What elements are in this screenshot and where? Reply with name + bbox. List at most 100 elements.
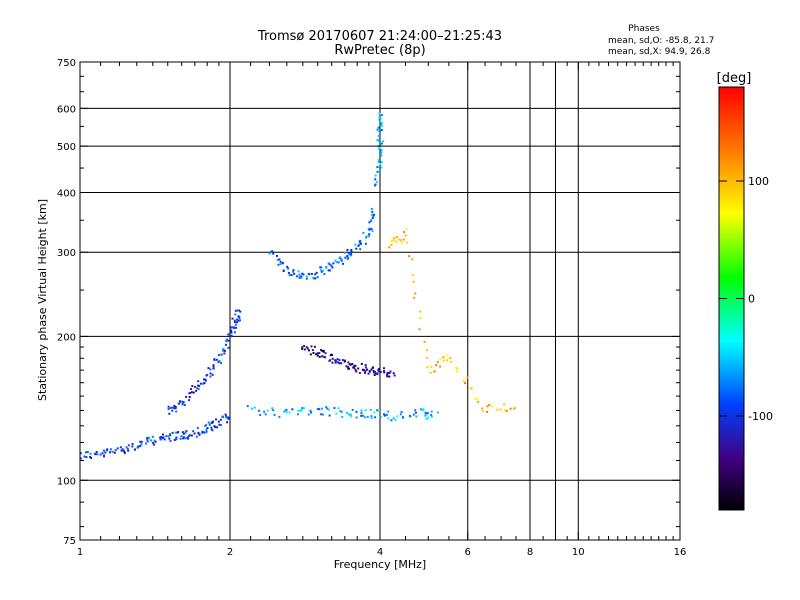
data-point bbox=[288, 274, 291, 277]
data-point bbox=[355, 410, 358, 413]
data-point bbox=[234, 309, 237, 312]
data-point bbox=[343, 360, 346, 363]
data-point bbox=[297, 413, 299, 416]
data-point bbox=[333, 407, 336, 409]
data-point bbox=[226, 338, 228, 341]
data-point bbox=[292, 269, 295, 272]
data-point bbox=[425, 417, 428, 420]
data-point bbox=[213, 358, 216, 361]
data-point bbox=[377, 159, 380, 162]
data-point bbox=[328, 359, 331, 362]
data-point bbox=[169, 433, 171, 435]
data-point bbox=[377, 370, 380, 373]
data-point bbox=[220, 362, 222, 365]
data-point bbox=[385, 413, 388, 416]
data-point bbox=[173, 407, 176, 410]
data-point bbox=[387, 410, 390, 413]
data-point bbox=[509, 407, 512, 410]
data-point bbox=[183, 404, 186, 406]
data-point bbox=[190, 388, 192, 390]
data-point bbox=[103, 454, 106, 457]
data-point bbox=[387, 417, 390, 420]
data-point bbox=[209, 372, 212, 375]
data-point bbox=[413, 296, 416, 299]
data-point bbox=[330, 353, 333, 356]
data-point bbox=[367, 372, 370, 375]
data-point bbox=[464, 382, 466, 385]
data-point bbox=[380, 161, 383, 164]
data-point bbox=[348, 363, 351, 366]
data-point bbox=[436, 411, 439, 414]
data-point bbox=[323, 273, 326, 276]
phases-x-stats: mean, sd,X: 94.9, 26.8 bbox=[608, 47, 711, 57]
data-point bbox=[126, 447, 129, 450]
data-point bbox=[327, 262, 330, 265]
data-point bbox=[371, 230, 374, 233]
data-point bbox=[212, 367, 215, 370]
data-point bbox=[429, 371, 432, 374]
data-point bbox=[374, 416, 376, 419]
data-point bbox=[370, 228, 373, 231]
y-axis-label: Stationary phase Virtual Height [km] bbox=[36, 199, 49, 401]
data-point bbox=[297, 409, 300, 412]
data-point bbox=[133, 448, 136, 451]
data-point bbox=[320, 413, 323, 416]
data-point bbox=[174, 406, 177, 408]
data-point bbox=[218, 423, 221, 426]
data-point bbox=[328, 408, 331, 411]
data-point bbox=[310, 411, 313, 414]
data-point bbox=[182, 437, 185, 440]
data-point bbox=[139, 445, 142, 448]
data-point bbox=[430, 415, 433, 418]
data-point bbox=[127, 449, 130, 452]
data-point bbox=[355, 416, 358, 419]
data-point bbox=[175, 431, 178, 434]
data-point bbox=[168, 437, 171, 440]
data-point bbox=[316, 352, 319, 355]
data-point bbox=[86, 451, 89, 454]
data-point bbox=[303, 345, 306, 347]
chart-subtitle: RwPretec (8p) bbox=[334, 43, 425, 58]
data-point bbox=[276, 258, 279, 261]
data-point bbox=[357, 367, 360, 370]
y-tick-label: 400 bbox=[57, 188, 76, 199]
data-point bbox=[450, 360, 452, 363]
data-point bbox=[199, 382, 202, 385]
data-point bbox=[116, 447, 119, 450]
data-point bbox=[341, 416, 344, 418]
data-point bbox=[442, 356, 445, 359]
data-point bbox=[270, 250, 273, 253]
data-point bbox=[162, 436, 165, 439]
data-point bbox=[167, 435, 170, 438]
data-point bbox=[303, 407, 305, 410]
data-point bbox=[212, 420, 215, 423]
data-point bbox=[354, 368, 357, 371]
data-point bbox=[151, 441, 154, 444]
data-point bbox=[315, 271, 318, 274]
data-point bbox=[188, 396, 191, 398]
data-point bbox=[198, 385, 201, 387]
data-point bbox=[111, 450, 114, 453]
data-point bbox=[334, 259, 337, 262]
data-point bbox=[206, 427, 209, 430]
data-point bbox=[339, 410, 342, 413]
data-point bbox=[202, 382, 205, 385]
data-point bbox=[348, 413, 351, 416]
data-point bbox=[328, 414, 331, 417]
data-point bbox=[122, 449, 125, 452]
data-point bbox=[476, 397, 479, 400]
data-point bbox=[197, 384, 200, 387]
data-point bbox=[430, 365, 433, 368]
data-point bbox=[388, 246, 391, 249]
data-point bbox=[372, 371, 375, 374]
x-tick-label: 4 bbox=[377, 547, 383, 558]
data-point bbox=[207, 367, 210, 370]
data-point bbox=[383, 414, 386, 417]
data-point bbox=[360, 414, 363, 417]
data-point bbox=[197, 380, 200, 383]
data-point bbox=[109, 451, 111, 454]
data-point bbox=[313, 345, 316, 348]
data-point bbox=[127, 444, 130, 447]
data-point bbox=[309, 409, 312, 412]
data-point bbox=[383, 370, 385, 372]
